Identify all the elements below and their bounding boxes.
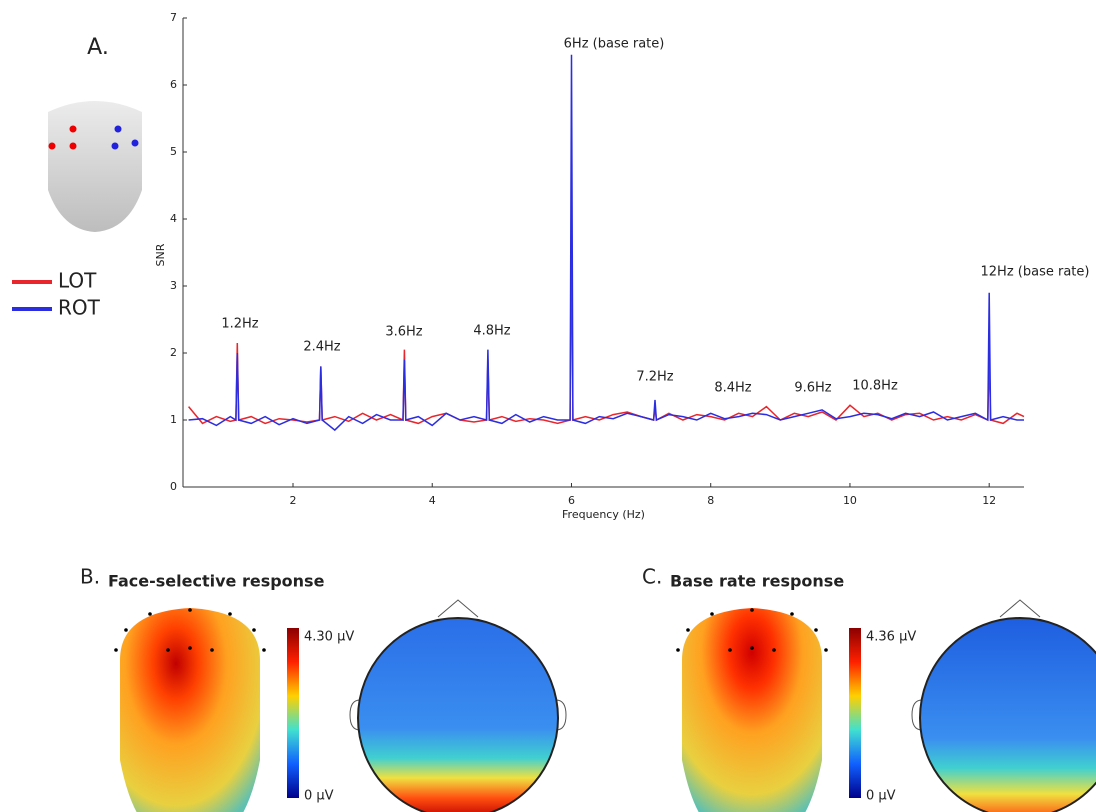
x-tick-label: 8 xyxy=(707,494,714,507)
panel-label: C. xyxy=(642,565,662,589)
color-bar-max: 4.30 µV xyxy=(304,630,354,645)
electrode xyxy=(728,648,732,652)
electrode xyxy=(824,648,828,652)
x-tick-label: 6 xyxy=(568,494,575,507)
x-tick-label: 4 xyxy=(429,494,436,507)
head-map xyxy=(682,608,822,812)
panel-label: A. xyxy=(87,35,109,60)
electrode xyxy=(676,648,680,652)
electrode xyxy=(262,648,266,652)
peak-annotation: 10.8Hz xyxy=(852,379,898,394)
nose xyxy=(437,599,479,618)
x-tick-label: 2 xyxy=(289,494,296,507)
electrode xyxy=(148,612,152,616)
panel-title: Base rate response xyxy=(670,572,844,591)
electrode xyxy=(188,608,192,612)
topo-map xyxy=(357,617,559,812)
color-bar-max: 4.36 µV xyxy=(866,630,916,645)
electrode xyxy=(814,628,818,632)
color-bar-min: 0 µV xyxy=(866,789,896,804)
electrode xyxy=(750,608,754,612)
series-line xyxy=(188,232,1025,425)
legend-label: ROT xyxy=(58,296,101,320)
y-axis-label: SNR xyxy=(154,243,167,266)
peak-annotation: 2.4Hz xyxy=(303,340,340,355)
peak-annotation: 7.2Hz xyxy=(636,370,673,385)
electrode xyxy=(188,646,192,650)
series-line xyxy=(188,54,1024,432)
y-tick-label: 7 xyxy=(170,11,177,24)
electrode xyxy=(210,648,214,652)
electrode xyxy=(166,648,170,652)
y-tick-label: 2 xyxy=(170,346,177,359)
ear xyxy=(555,699,567,731)
electrode xyxy=(124,628,128,632)
legend-label: LOT xyxy=(58,269,97,293)
peak-annotation: 12Hz (base rate) xyxy=(981,265,1090,280)
color-bar xyxy=(287,628,299,798)
electrode xyxy=(750,646,754,650)
y-tick-label: 0 xyxy=(170,480,177,493)
y-tick-label: 4 xyxy=(170,212,177,225)
color-bar xyxy=(849,628,861,798)
ear xyxy=(911,699,923,731)
electrode xyxy=(710,612,714,616)
electrode xyxy=(114,648,118,652)
x-axis-label: Frequency (Hz) xyxy=(562,508,645,521)
color-bar-min: 0 µV xyxy=(304,789,334,804)
peak-annotation: 4.8Hz xyxy=(473,324,510,339)
x-tick-label: 12 xyxy=(982,494,996,507)
peak-annotation: 8.4Hz xyxy=(714,381,751,396)
panel-title: Face-selective response xyxy=(108,572,325,591)
topo-map xyxy=(919,617,1096,812)
electrode xyxy=(772,648,776,652)
ear xyxy=(349,699,361,731)
peak-annotation: 1.2Hz xyxy=(221,317,258,332)
nose xyxy=(999,599,1041,618)
electrode xyxy=(790,612,794,616)
panel-label: B. xyxy=(80,565,100,589)
head-map xyxy=(120,608,260,812)
peak-annotation: 6Hz (base rate) xyxy=(564,37,665,52)
x-tick-label: 10 xyxy=(843,494,857,507)
y-tick-label: 5 xyxy=(170,145,177,158)
electrode xyxy=(686,628,690,632)
y-tick-label: 3 xyxy=(170,279,177,292)
peak-annotation: 9.6Hz xyxy=(794,381,831,396)
y-tick-label: 6 xyxy=(170,78,177,91)
peak-annotation: 3.6Hz xyxy=(385,325,422,340)
y-tick-label: 1 xyxy=(170,413,177,426)
electrode xyxy=(252,628,256,632)
electrode xyxy=(228,612,232,616)
electrode-head xyxy=(48,101,142,232)
